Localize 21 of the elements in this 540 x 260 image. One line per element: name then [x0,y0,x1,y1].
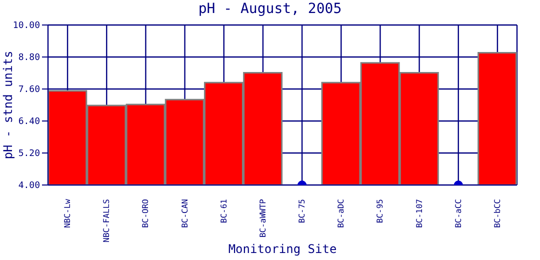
x-tick-label: NBC-FALLS [102,198,112,242]
y-tick-label: 10.00 [12,21,40,32]
x-tick-label: BC-CAN [180,198,190,228]
y-tick-label: 8.80 [18,53,40,64]
x-tick-label: BC-bCC [492,198,502,228]
x-tick-label: BC-aWWTP [258,198,268,238]
y-tick-label: 5.20 [18,149,40,160]
x-tick-label: BC-107 [414,198,424,228]
x-tick-label: NBC-Lw [63,198,72,228]
y-tick-label: 4.00 [18,181,40,192]
x-tick-label: BC-aDC [336,198,346,228]
y-tick-label: 7.60 [18,85,40,96]
x-tick-label: BC-75 [298,198,307,224]
x-tick-label: BC-95 [376,198,385,224]
y-tick-label: 6.40 [18,117,40,128]
chart-title: pH - August, 2005 [197,1,343,17]
x-tick-label: BC-ORO [141,198,150,228]
y-axis-title: pH - stnd units [1,50,15,160]
x-tick-label: BC-aCC [454,198,463,228]
x-tick-label: BC-61 [219,198,228,224]
x-axis-title: Monitoring Site [227,242,338,256]
